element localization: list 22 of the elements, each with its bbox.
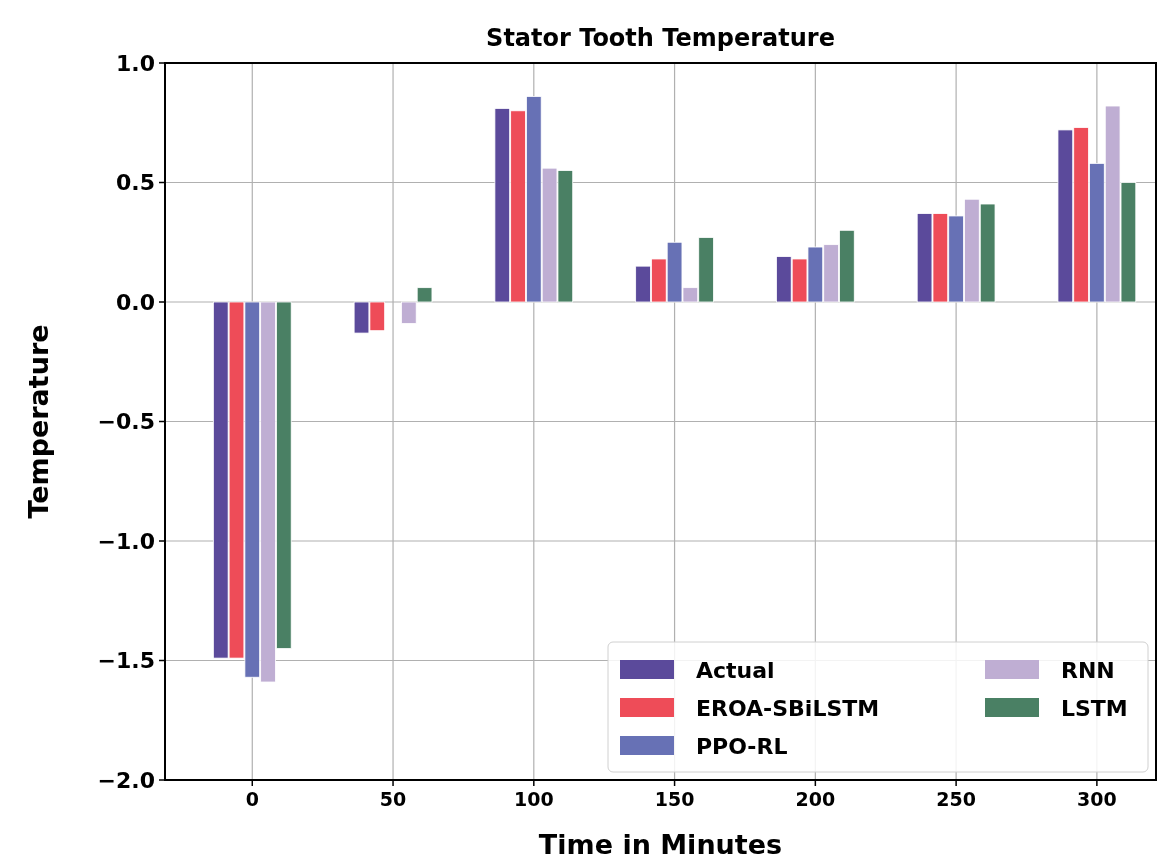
y-axis-title: Temperature — [23, 324, 54, 519]
y-tick-label: 1.0 — [116, 50, 155, 76]
y-tick-label: −2.0 — [97, 767, 155, 793]
x-tick-label: 300 — [1077, 788, 1117, 810]
x-axis-title: Time in Minutes — [538, 829, 783, 856]
y-tick-label: −0.5 — [97, 409, 155, 435]
chart-title: Stator Tooth Temperature — [486, 24, 835, 52]
legend-label: LSTM — [1061, 695, 1128, 721]
x-tick-label: 250 — [936, 788, 976, 810]
y-tick-label: −1.5 — [97, 648, 155, 674]
y-tick-label: −1.0 — [97, 528, 155, 554]
legend-label: Actual — [696, 657, 775, 683]
y-tick-label: 0.0 — [116, 289, 155, 315]
legend-label: EROA-SBiLSTM — [696, 695, 880, 721]
x-tick-label: 0 — [245, 788, 259, 810]
legend-label: RNN — [1061, 657, 1115, 683]
x-tick-label: 100 — [513, 788, 554, 810]
x-tick-label: 50 — [379, 788, 407, 810]
x-tick-label: 150 — [654, 788, 695, 810]
x-tick-label: 200 — [795, 788, 836, 810]
y-tick-label: 0.5 — [116, 170, 155, 196]
legend-label: PPO-RL — [696, 733, 788, 759]
